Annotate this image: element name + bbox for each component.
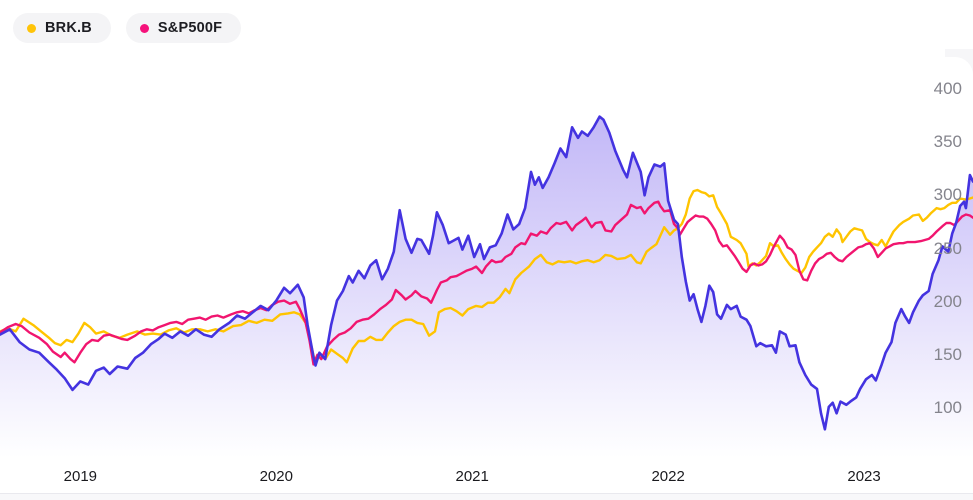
legend-item-brkb[interactable]: BRK.B xyxy=(13,13,111,43)
x-tick-label: 2021 xyxy=(455,468,489,485)
x-tick-label: 2019 xyxy=(63,468,98,485)
card-rounded-corner xyxy=(945,49,973,79)
y-tick-label: 150 xyxy=(933,344,962,364)
legend-label-brkb: BRK.B xyxy=(45,20,92,36)
y-tick-label: 100 xyxy=(933,398,962,417)
x-tick-label: 2023 xyxy=(847,468,881,485)
legend-dot-brkb-icon xyxy=(27,23,36,33)
blue-series-line xyxy=(0,115,973,431)
y-tick-label: 350 xyxy=(933,132,962,152)
y-tick-label: 400 xyxy=(933,79,962,98)
y-tick-label: 250 xyxy=(933,238,962,258)
legend-dot-sp500f-icon xyxy=(139,23,149,33)
brkb-line xyxy=(0,188,973,366)
chart-legend: BRK.B S&P500F xyxy=(13,13,242,43)
legend-item-sp500f[interactable]: S&P500F xyxy=(125,13,242,43)
bottom-divider xyxy=(0,493,973,494)
blue-area-fill xyxy=(0,116,973,458)
sp500f-line xyxy=(0,200,973,366)
y-tick-label: 200 xyxy=(933,291,962,311)
x-tick-label: 2022 xyxy=(651,468,685,485)
legend-label-sp500f: S&P500F xyxy=(157,20,223,36)
y-tick-label: 300 xyxy=(933,185,962,205)
bottom-strip xyxy=(0,494,973,500)
x-tick-label: 2020 xyxy=(259,468,293,485)
